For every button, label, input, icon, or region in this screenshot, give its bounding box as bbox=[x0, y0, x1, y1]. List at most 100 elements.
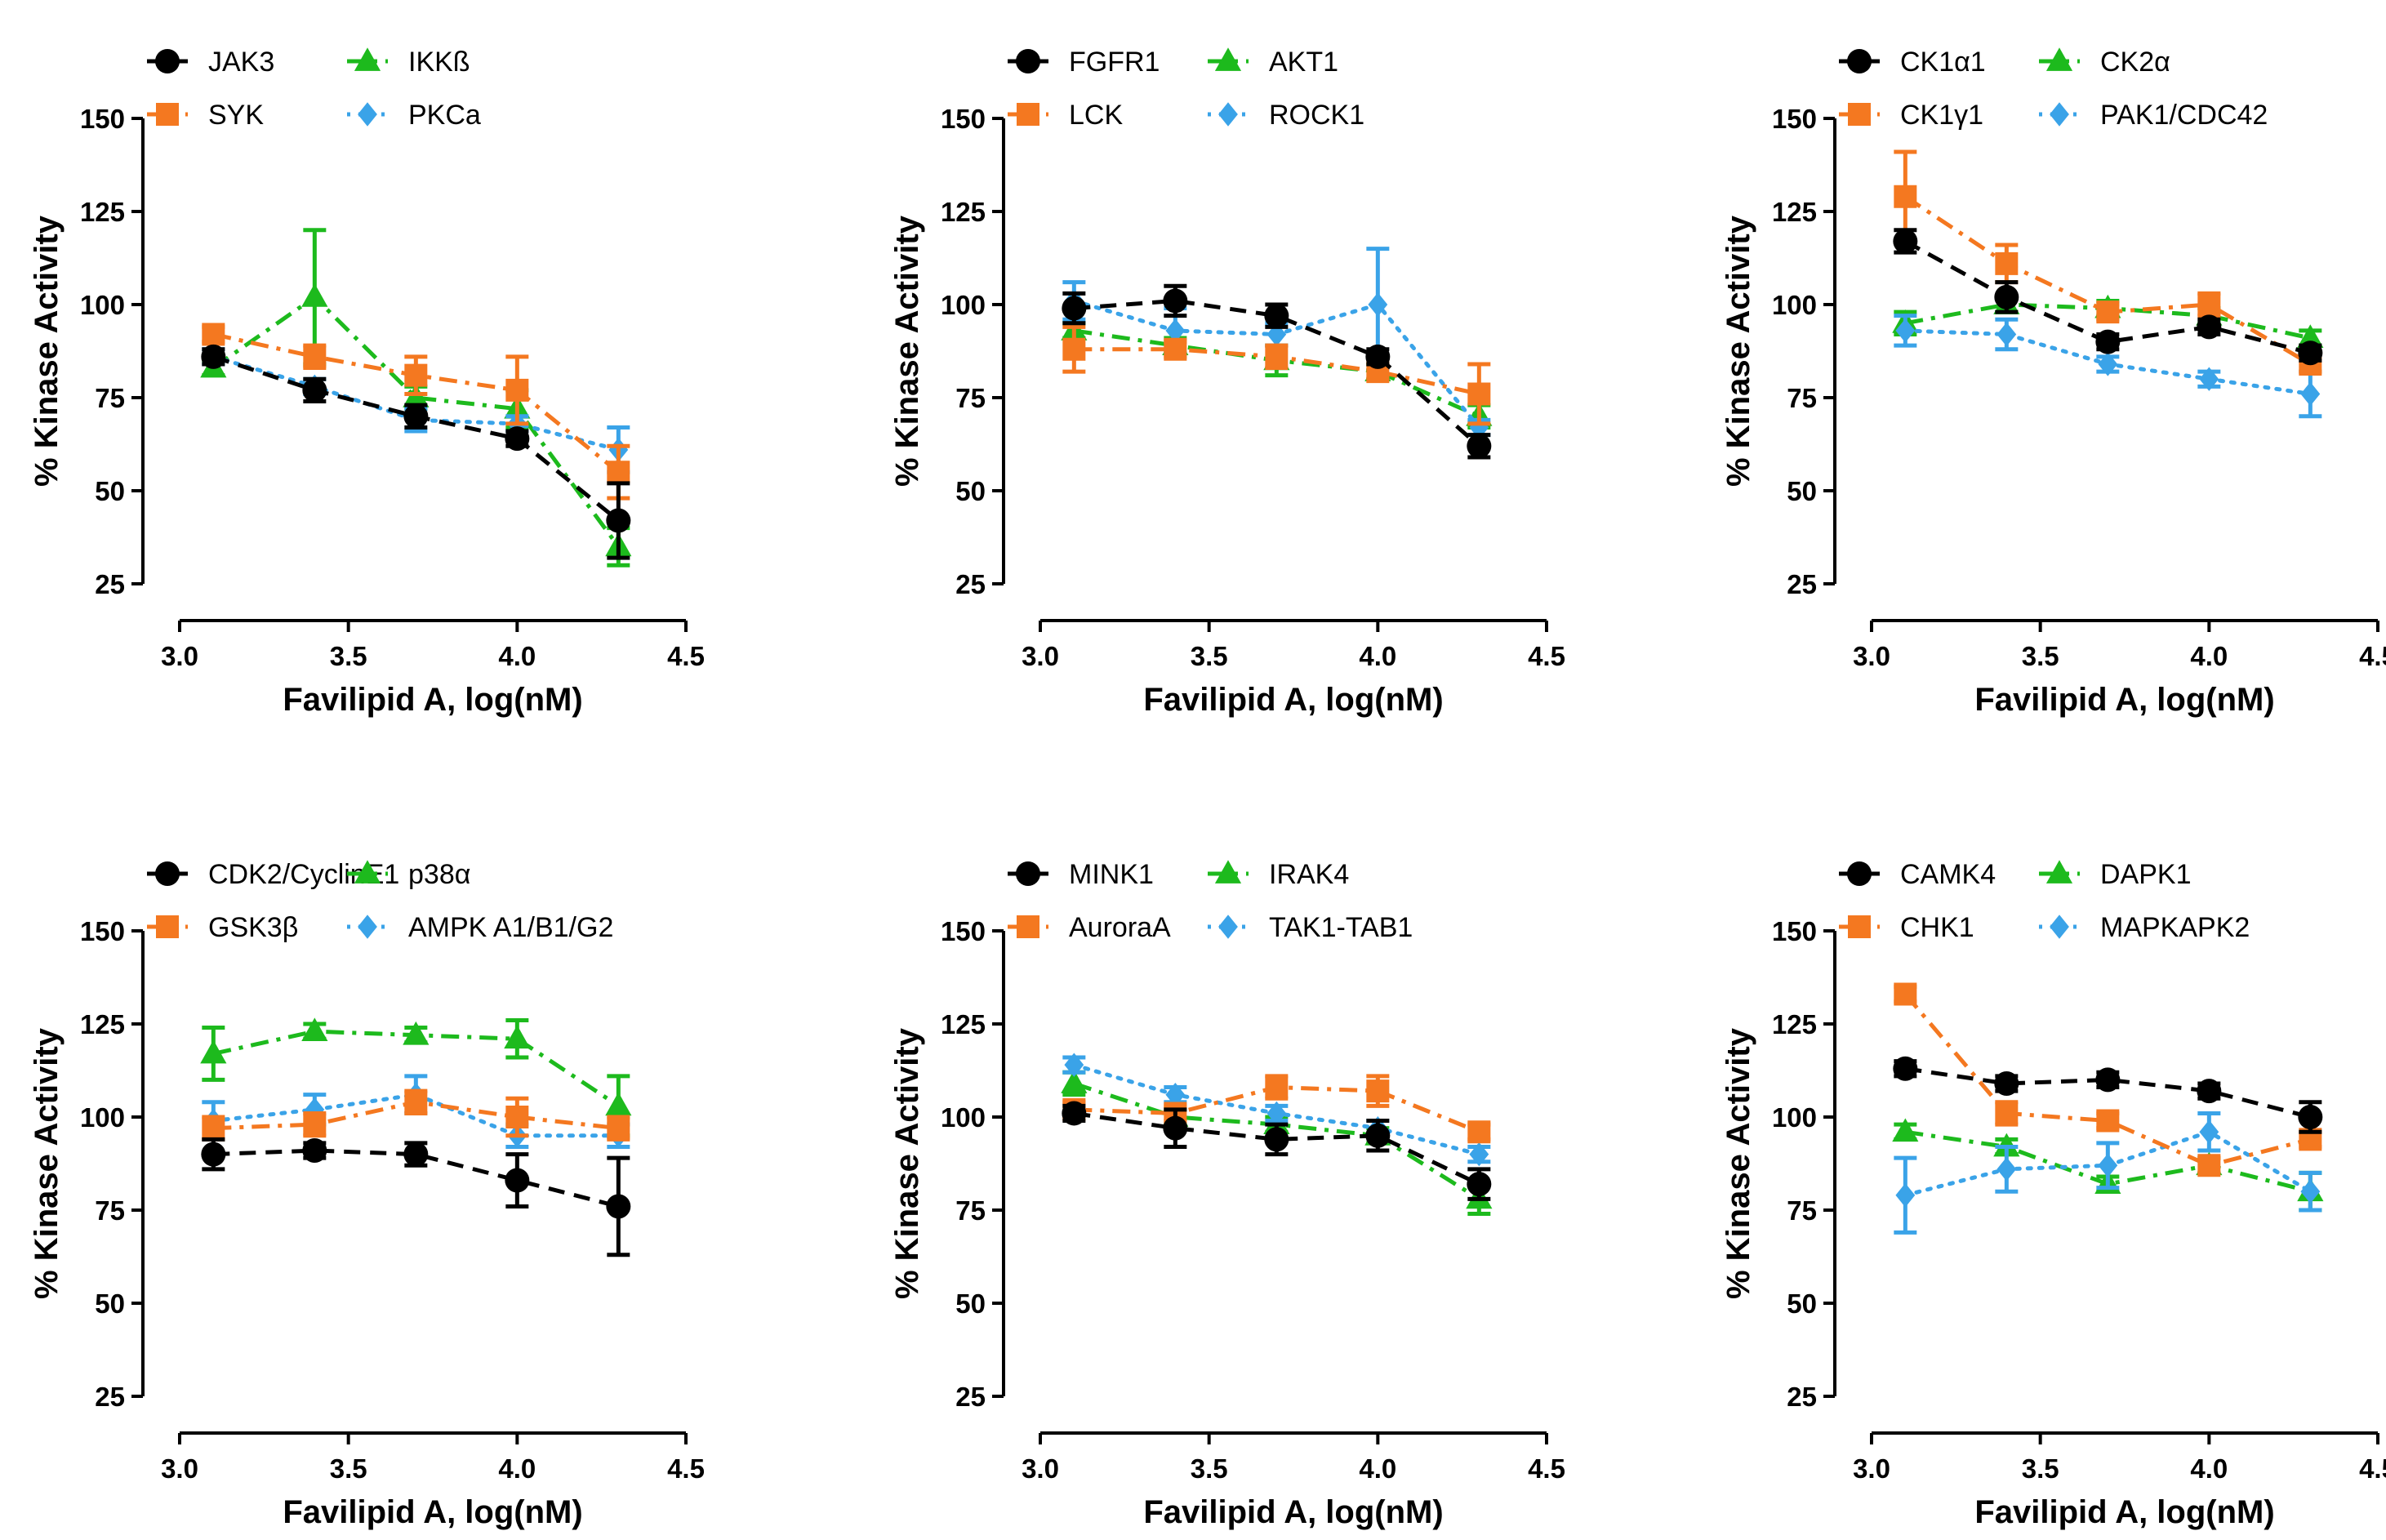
legend-item-TAK1-TAB1: TAK1-TAB1 bbox=[1208, 912, 1413, 943]
x-tick-label: 4.0 bbox=[2190, 641, 2228, 671]
data-point bbox=[1995, 251, 2019, 275]
legend-label: FGFR1 bbox=[1069, 47, 1160, 78]
data-point bbox=[1892, 1118, 1919, 1142]
legend-label: ROCK1 bbox=[1269, 100, 1364, 131]
legend-label: SYK bbox=[208, 100, 264, 131]
data-point bbox=[505, 1106, 529, 1128]
data-point bbox=[607, 461, 630, 484]
legend-item-IKKß: IKKß bbox=[347, 47, 470, 78]
data-point bbox=[1163, 288, 1188, 314]
x-tick-label: 4.5 bbox=[2359, 1453, 2386, 1484]
x-tick-label: 3.0 bbox=[1853, 1453, 1890, 1484]
legend-marker bbox=[1847, 861, 1872, 886]
y-tick-label: 50 bbox=[955, 476, 986, 506]
y-tick-label: 25 bbox=[955, 1382, 986, 1412]
y-tick-label: 25 bbox=[95, 1382, 125, 1412]
y-tick-label: 100 bbox=[80, 290, 125, 320]
legend-item-PAK1/CDC42: PAK1/CDC42 bbox=[2039, 100, 2268, 131]
data-point bbox=[606, 508, 631, 533]
y-axis-title: % Kinase Activity bbox=[1721, 215, 1756, 487]
data-point bbox=[2095, 1067, 2121, 1093]
y-tick-label: 100 bbox=[1772, 1102, 1817, 1133]
series-MAPKAPK2 bbox=[1894, 1110, 2322, 1235]
data-point bbox=[202, 323, 225, 346]
legend-marker bbox=[1848, 103, 1871, 126]
legend-marker bbox=[2045, 860, 2073, 883]
data-point bbox=[1894, 982, 1917, 1006]
legend-label: TAK1-TAB1 bbox=[1269, 912, 1413, 943]
legend-label: MINK1 bbox=[1069, 859, 1154, 890]
y-tick-label: 150 bbox=[1772, 104, 1817, 134]
legend-marker bbox=[155, 49, 180, 73]
legend-marker bbox=[1214, 860, 1242, 883]
data-point bbox=[1368, 292, 1388, 317]
legend-marker bbox=[2045, 47, 2073, 71]
series-FGFR1 bbox=[1062, 283, 1492, 460]
data-point bbox=[1895, 1183, 1916, 1208]
data-point bbox=[201, 1142, 226, 1167]
legend-item-LCK: LCK bbox=[1008, 100, 1123, 131]
data-point bbox=[1469, 1142, 1489, 1167]
data-point bbox=[2197, 1079, 2222, 1104]
y-tick-label: 125 bbox=[1772, 1009, 1817, 1039]
y-tick-label: 75 bbox=[95, 1195, 125, 1226]
legend-label: IKKß bbox=[408, 47, 470, 78]
legend-item-JAK3: JAK3 bbox=[147, 47, 274, 78]
y-tick-label: 125 bbox=[1772, 197, 1817, 227]
data-point bbox=[1366, 1079, 1390, 1103]
data-point bbox=[301, 283, 328, 307]
series-line bbox=[211, 294, 621, 548]
y-tick-label: 25 bbox=[1787, 569, 1817, 599]
y-tick-label: 150 bbox=[80, 104, 125, 134]
data-point bbox=[505, 426, 530, 452]
y-tick-label: 50 bbox=[95, 476, 125, 506]
data-point bbox=[302, 1138, 327, 1164]
y-tick-label: 50 bbox=[955, 1289, 986, 1319]
chart-panel-6: 25 50 75 100 125 150 3.0 3.5 4.0 4.5 Favilipid A, … bbox=[1721, 859, 2386, 1530]
x-tick-label: 4.0 bbox=[498, 1453, 536, 1484]
legend-item-AuroraA: AuroraA bbox=[1008, 912, 1171, 943]
data-point bbox=[302, 377, 327, 403]
data-point bbox=[1467, 434, 1492, 459]
x-tick-label: 3.5 bbox=[1191, 641, 1228, 671]
x-tick-label: 3.5 bbox=[2022, 641, 2059, 671]
y-tick-label: 75 bbox=[955, 383, 986, 413]
data-point bbox=[301, 1017, 328, 1042]
data-point bbox=[1994, 1070, 2019, 1096]
series-SYK bbox=[202, 323, 630, 501]
legend-marker bbox=[2050, 915, 2069, 939]
legend-item-ROCK1: ROCK1 bbox=[1208, 100, 1364, 131]
x-tick-label: 4.5 bbox=[1528, 1453, 1565, 1484]
data-point bbox=[201, 344, 226, 369]
series-line bbox=[213, 1148, 619, 1208]
x-tick-label: 4.5 bbox=[2359, 641, 2386, 671]
x-tick-label: 4.0 bbox=[1359, 1453, 1396, 1484]
y-tick-label: 75 bbox=[955, 1195, 986, 1226]
legend-item-GSK3β: GSK3β bbox=[147, 912, 298, 943]
series-PAK1/CDC42 bbox=[1894, 314, 2322, 419]
legend-label: JAK3 bbox=[208, 47, 274, 78]
x-axis-title: Favilipid A, log(nM) bbox=[283, 1494, 582, 1530]
legend-item-CHK1: CHK1 bbox=[1839, 912, 1974, 943]
y-axis-title: % Kinase Activity bbox=[889, 215, 925, 487]
y-tick-label: 125 bbox=[941, 1009, 986, 1039]
data-point bbox=[404, 1090, 428, 1114]
legend-marker bbox=[354, 860, 381, 883]
data-point bbox=[2096, 1109, 2120, 1133]
x-tick-label: 3.0 bbox=[1853, 641, 1890, 671]
y-tick-label: 25 bbox=[1787, 1382, 1817, 1412]
legend-item-MINK1: MINK1 bbox=[1008, 859, 1154, 890]
legend-label: AuroraA bbox=[1069, 912, 1171, 943]
data-point bbox=[2300, 1179, 2321, 1204]
series-line bbox=[1904, 1129, 2311, 1194]
legend-label: LCK bbox=[1069, 100, 1123, 131]
legend-label: CK1α1 bbox=[1900, 47, 1986, 78]
y-tick-label: 75 bbox=[1787, 1195, 1817, 1226]
y-axis-title: % Kinase Activity bbox=[1721, 1027, 1756, 1299]
x-tick-label: 4.5 bbox=[1528, 641, 1565, 671]
series-CDK2/CyclinE1 bbox=[201, 1137, 631, 1257]
y-tick-label: 100 bbox=[1772, 290, 1817, 320]
x-axis-title: Favilipid A, log(nM) bbox=[283, 682, 582, 718]
series-IKKß bbox=[200, 228, 632, 567]
